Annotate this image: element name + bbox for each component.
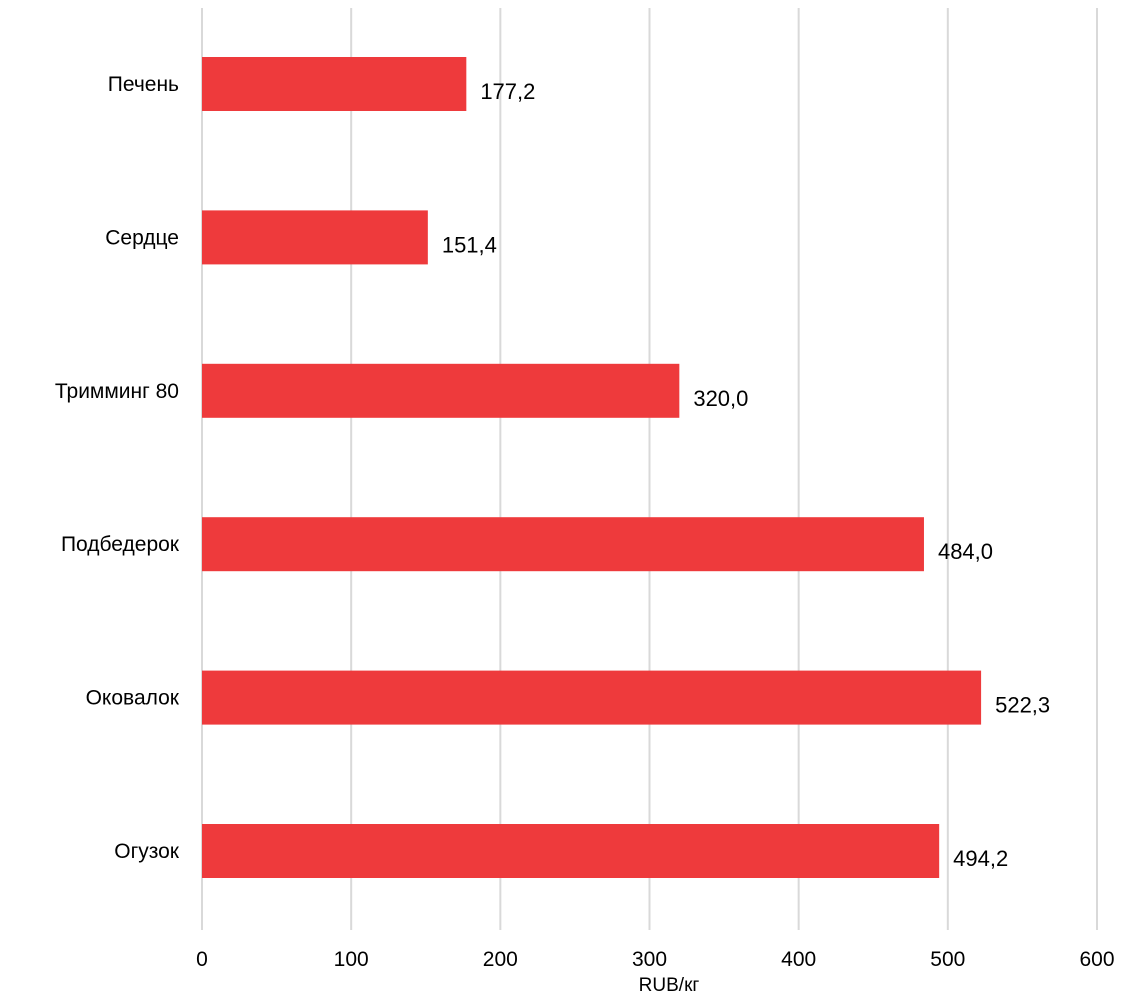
bar (202, 824, 940, 878)
data-label: 522,3 (995, 693, 1050, 718)
bar (202, 57, 467, 111)
x-tick-label: 0 (196, 948, 208, 971)
x-tick-label: 600 (1079, 948, 1114, 971)
data-label: 494,2 (953, 846, 1008, 871)
data-label: 320,0 (693, 386, 748, 411)
x-tick-label: 400 (781, 948, 816, 971)
bar (202, 363, 680, 418)
x-tick-label: 200 (483, 948, 518, 971)
data-label: 177,2 (480, 79, 535, 104)
x-tick-label: 100 (334, 948, 369, 971)
category-label: Сердце (105, 226, 179, 249)
category-label: Оковалок (86, 687, 180, 710)
labels: 0 100 200 300 400 500 600 Печень 177,2 Сердце 151,… (55, 73, 1115, 971)
category-label: Огузок (114, 840, 180, 863)
data-label: 151,4 (442, 232, 497, 257)
x-tick-label: 300 (632, 948, 667, 971)
x-axis-title: RUB/кг (639, 975, 700, 996)
bars (202, 57, 982, 878)
x-tick-label: 500 (930, 948, 965, 971)
bar (202, 670, 982, 725)
category-label: Тримминг 80 (55, 380, 179, 403)
bar (202, 517, 924, 572)
category-label: Печень (108, 73, 179, 96)
gridlines (201, 8, 1098, 930)
category-label: Подбедерок (61, 533, 180, 556)
bar (202, 210, 428, 265)
data-label: 484,0 (938, 539, 993, 564)
